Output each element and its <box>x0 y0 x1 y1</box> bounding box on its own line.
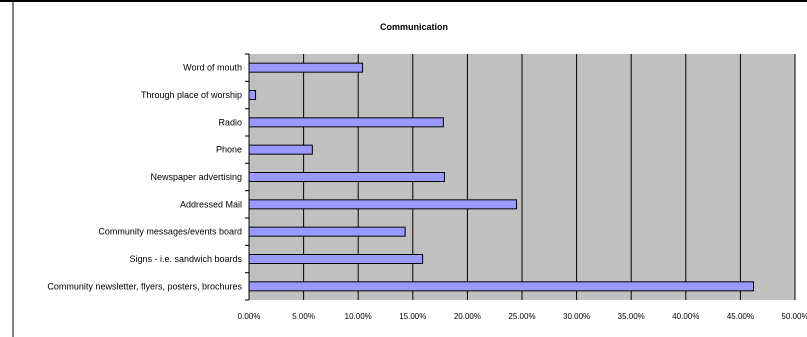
bar <box>248 281 755 292</box>
category-label: Addressed Mail <box>180 199 242 209</box>
category-label: Newspaper advertising <box>150 172 242 182</box>
bar <box>248 144 313 155</box>
x-tick-label: 15.00% <box>399 312 426 321</box>
x-tick-label: 40.00% <box>672 312 699 321</box>
x-tick-label: 0.00% <box>238 312 261 321</box>
bar <box>248 172 445 182</box>
category-label: Signs - i.e. sandwich boards <box>129 254 242 264</box>
x-tick-label: 35.00% <box>618 312 645 321</box>
bar <box>248 90 257 100</box>
x-tick-label: 45.00% <box>727 312 754 321</box>
x-tick-label: 30.00% <box>563 312 590 321</box>
bar <box>248 117 444 128</box>
y-tick-marks <box>245 53 249 301</box>
bar <box>248 199 518 210</box>
x-tick-label: 25.00% <box>508 312 535 321</box>
x-tick-label: 20.00% <box>454 312 481 321</box>
bar <box>248 226 406 237</box>
chart-title: Communication <box>380 22 448 32</box>
category-label: Radio <box>218 117 242 127</box>
x-tick-label: 10.00% <box>345 312 372 321</box>
x-tick-label: 5.00% <box>292 312 315 321</box>
category-label: Community messages/events board <box>98 227 242 237</box>
bar <box>248 254 424 264</box>
x-tick-labels: 0.00% 5.00% 10.00% 15.00% 20.00% 25.00% 30.00%… <box>238 312 807 321</box>
bars <box>248 62 755 292</box>
x-tick-label: 50.00% <box>781 312 807 321</box>
category-label: Community newsletter, flyers, posters, b… <box>47 281 242 291</box>
category-label: Phone <box>216 145 242 155</box>
category-label: Through place of worship <box>141 90 242 100</box>
bar <box>248 62 364 73</box>
category-label: Word of mouth <box>183 63 242 73</box>
category-labels: Word of mouth Through place of worship Rad… <box>47 63 242 292</box>
